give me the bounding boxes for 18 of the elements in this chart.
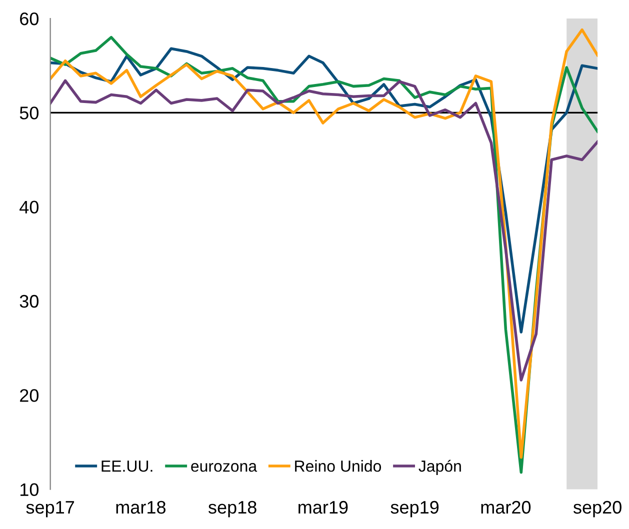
y-tick-label: 60: [20, 12, 39, 26]
x-tick-label: mar20: [481, 500, 531, 514]
line-series: [50, 79, 598, 382]
y-tick-label: 20: [20, 389, 39, 402]
x-tick-label: mar18: [116, 500, 166, 514]
y-tick-label: 50: [20, 106, 39, 120]
legend-label: EE.UU.: [102, 460, 152, 472]
x-tick-label: sep17: [26, 501, 74, 518]
legend-label: Japón: [418, 460, 461, 475]
legend-label: eurozona: [191, 463, 258, 472]
legend-label: Reino Unido: [295, 460, 382, 472]
y-tick-label: 40: [20, 200, 39, 214]
y-tick-label: 30: [20, 294, 39, 308]
x-tick-label: sep18: [208, 500, 256, 518]
y-tick-label: 10: [20, 483, 39, 496]
x-tick-label: sep20: [573, 500, 622, 518]
x-tick-label: sep19: [390, 500, 439, 518]
x-tick-label: mar19: [298, 500, 348, 514]
